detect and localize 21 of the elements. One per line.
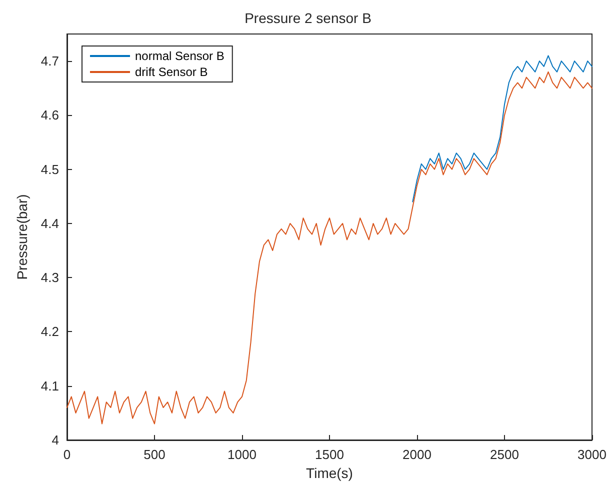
legend-label: normal Sensor B (135, 49, 224, 63)
y-tick-label: 4.7 (40, 54, 59, 69)
x-tick-label: 500 (144, 447, 166, 462)
y-tick-label: 4.2 (40, 324, 59, 340)
x-tick-label: 2000 (402, 447, 432, 462)
y-tick-label: 4.5 (40, 162, 59, 177)
y-tick-label: 4.3 (40, 270, 59, 286)
line-series (412, 55, 592, 202)
x-axis-title: Time(s) (306, 465, 353, 481)
x-tick-label: 3000 (578, 447, 606, 462)
x-tick-label: 0 (63, 447, 71, 462)
y-axis-title: Pressure(bar) (14, 194, 30, 280)
legend-label: drift Sensor B (135, 65, 208, 79)
y-tick-label: 4 (52, 432, 59, 448)
x-tick-label: 2500 (490, 447, 519, 462)
y-tick-label: 4.1 (40, 378, 59, 394)
chart-title: Pressure 2 sensor B (244, 10, 372, 26)
x-tick-label: 1000 (228, 447, 256, 462)
x-tick-label: 1500 (315, 447, 344, 462)
y-tick-label: 4.4 (40, 216, 59, 231)
y-tick-label: 4.6 (40, 108, 59, 123)
